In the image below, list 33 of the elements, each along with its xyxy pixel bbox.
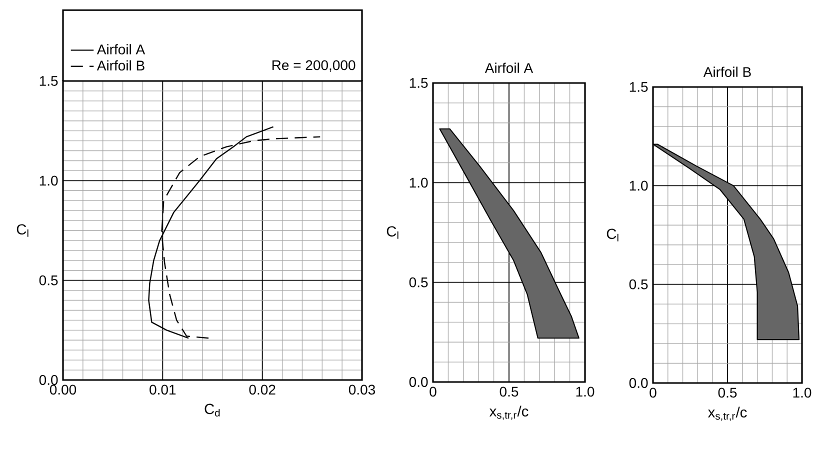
x-tick-label: 0.02 xyxy=(249,384,276,395)
y-tick-label: 1.0 xyxy=(40,176,58,186)
y-tick-label: 1.0 xyxy=(410,178,428,188)
y-tick-label: 1.0 xyxy=(630,180,648,191)
x-tick-label: 0.5 xyxy=(500,386,518,397)
chart-title: Airfoil A xyxy=(484,62,534,73)
x-tick-label: 0 xyxy=(430,386,436,397)
x-axis-title: x$_{s,tr,r}$/c xyxy=(489,406,528,420)
x-axis-title: C$_{d}$ xyxy=(204,404,220,417)
x-tick-label: 0 xyxy=(650,388,656,398)
y-tick-label: 0.0 xyxy=(629,378,648,388)
y-tick-label: 1.5 xyxy=(40,76,58,86)
legend-label: Airfoil A xyxy=(96,44,146,54)
x-tick-label: 0.03 xyxy=(348,384,376,395)
x-tick-label: 0.01 xyxy=(150,384,176,395)
x-tick-label: 0.00 xyxy=(50,384,76,395)
x-tick-label: 0.5 xyxy=(718,388,737,398)
x-tick-label: 1.0 xyxy=(576,386,594,397)
chart-title: Airfoil B xyxy=(703,66,751,77)
y-axis-title: C$_{l}$ xyxy=(16,224,28,237)
x-tick-label: 1.0 xyxy=(793,388,812,398)
y-tick-label: 0.0 xyxy=(409,377,428,387)
x-axis-title: x$_{s,tr,r}$/c xyxy=(708,406,747,421)
y-tick-label: 0.0 xyxy=(39,375,58,385)
y-tick-label: 1.5 xyxy=(630,82,648,92)
y-tick-label: 0.5 xyxy=(39,275,58,286)
y-tick-label: 1.5 xyxy=(410,78,428,88)
y-tick-label: 0.5 xyxy=(629,279,648,290)
text: Re = 200,000 xyxy=(272,60,356,72)
y-axis-title: C$_{l}$ xyxy=(386,226,398,239)
legend-label: Airfoil B xyxy=(96,60,144,71)
y-axis-title: C$_{l}$ xyxy=(606,228,618,242)
y-tick-label: 0.5 xyxy=(409,277,428,288)
